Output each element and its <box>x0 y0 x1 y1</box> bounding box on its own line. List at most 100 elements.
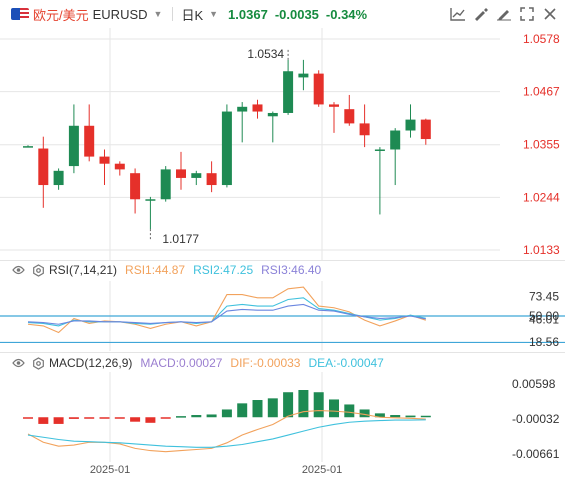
rsi-header: RSI(7,14,21) RSI1:44.87 RSI2:47.25 RSI3:… <box>0 261 321 279</box>
fullscreen-icon[interactable] <box>518 5 536 22</box>
candle-body <box>68 125 79 167</box>
rsi3-value: RSI3:46.40 <box>261 263 322 277</box>
timeframe-chevron-icon[interactable]: ▼ <box>209 9 219 19</box>
macd-bar <box>267 398 278 418</box>
macd-bar <box>23 417 33 419</box>
candle-body <box>130 173 141 200</box>
time-axis: 2025-01 2025-01 <box>90 464 342 476</box>
pencil-icon[interactable] <box>495 5 513 22</box>
price-tick-label: 1.0355 <box>523 138 560 152</box>
toolbar <box>449 5 559 22</box>
eu-us-flag-icon <box>11 8 29 20</box>
price-tick-label: 1.0578 <box>523 32 560 46</box>
eye-icon[interactable] <box>12 357 25 370</box>
candle-body <box>252 104 263 112</box>
macd-bar <box>405 415 416 418</box>
dif-value: DIF:-0.00033 <box>230 356 301 370</box>
candle-body <box>390 130 401 150</box>
candle-body <box>298 73 309 78</box>
rsi-tick-label: 50.00 <box>529 309 559 323</box>
candle-body <box>206 173 217 186</box>
close-icon[interactable] <box>541 5 559 22</box>
pane-divider <box>0 352 565 353</box>
macd-bar <box>252 400 263 418</box>
rsi-line-rsi1 <box>27 286 426 334</box>
macd-header: MACD(12,26,9) MACD:0.00027 DIF:-0.00033 … <box>0 354 384 372</box>
high-annotation: 1.0534 <box>247 47 284 61</box>
dea-value: DEA:-0.00047 <box>308 356 384 370</box>
settings-icon[interactable] <box>32 356 45 370</box>
candle-body <box>176 169 186 178</box>
macd-bar <box>313 392 324 418</box>
macd-bar <box>160 417 171 419</box>
candle-body <box>191 173 202 178</box>
macd-bar <box>283 392 294 418</box>
candle-body <box>145 199 156 201</box>
macd-bar <box>176 416 186 418</box>
compare-chart-icon[interactable] <box>449 5 467 22</box>
eye-icon[interactable] <box>12 264 25 277</box>
candle-body <box>221 111 232 186</box>
price-change-percent: -0.34% <box>325 6 368 22</box>
macd-bar <box>206 414 217 418</box>
rsi-tick-label: 46.01 <box>529 312 559 326</box>
candlestick-chart[interactable]: 1.0578 1.0467 1.0355 1.0244 1.0133 1.0534 1.… <box>0 28 565 260</box>
timeframe-selector[interactable]: 日K <box>181 7 204 23</box>
rsi-tick-label: 73.45 <box>529 290 559 304</box>
macd-bar <box>390 415 401 418</box>
pair-code[interactable]: EURUSD <box>92 6 148 22</box>
macd-chart[interactable]: 0.00598 -0.00032 -0.00661 <box>0 372 565 462</box>
price-tick-label: 1.0467 <box>523 85 560 99</box>
candle-body <box>329 104 339 107</box>
macd-bar <box>84 417 95 419</box>
macd-bar <box>344 404 355 418</box>
macd-tick-label: -0.00032 <box>512 412 560 426</box>
candle-body <box>359 123 370 136</box>
time-tick-label: 2025-01 <box>302 464 342 476</box>
macd-bar <box>99 417 110 419</box>
macd-tick-label: -0.00661 <box>512 447 560 461</box>
price-change: -0.0035 <box>274 6 319 22</box>
macd-bar <box>237 403 248 418</box>
rsi-line-rsi2 <box>27 297 426 327</box>
last-price: 1.0367 <box>228 6 268 22</box>
rsi1-value: RSI1:44.87 <box>125 263 186 277</box>
macd-value: MACD:0.00027 <box>140 356 223 370</box>
macd-bar <box>130 417 141 422</box>
candle-body <box>38 148 49 186</box>
macd-bar <box>68 417 79 419</box>
candle-body <box>374 149 385 151</box>
candle-body <box>99 156 110 164</box>
candle-body <box>344 109 355 124</box>
macd-bar <box>191 415 202 418</box>
macd-bar <box>114 417 125 419</box>
macd-bar <box>329 399 339 418</box>
candle-body <box>267 112 278 117</box>
draw-tool-icon[interactable] <box>472 5 490 22</box>
rsi-line-rsi3 <box>27 303 426 325</box>
macd-bar <box>221 409 232 418</box>
low-annotation: 1.0177 <box>162 232 199 246</box>
candle-body <box>313 73 324 105</box>
symbol-header: 欧元/美元 EURUSD ▼ 日K ▼ 1.0367 -0.0035 -0.34… <box>0 0 565 28</box>
rsi-tick-label: 18.56 <box>529 335 559 349</box>
macd-bar <box>359 409 370 418</box>
candle-body <box>160 169 171 200</box>
macd-bar <box>420 415 431 418</box>
macd-bar <box>374 413 385 418</box>
candle-body <box>405 119 416 131</box>
pair-name-cn[interactable]: 欧元/美元 <box>33 7 89 23</box>
candle-body <box>53 170 64 186</box>
rsi-indicator-name[interactable]: RSI(7,14,21) <box>49 263 118 277</box>
rsi2-value: RSI2:47.25 <box>193 263 254 277</box>
divider <box>172 7 174 21</box>
candle-body <box>420 119 431 140</box>
pane-divider <box>0 260 565 261</box>
macd-bar <box>53 417 64 424</box>
macd-indicator-name[interactable]: MACD(12,26,9) <box>49 356 133 370</box>
chevron-down-icon[interactable]: ▼ <box>153 9 163 19</box>
macd-bar <box>298 390 309 418</box>
price-tick-label: 1.0244 <box>523 190 560 204</box>
settings-icon[interactable] <box>32 263 45 277</box>
